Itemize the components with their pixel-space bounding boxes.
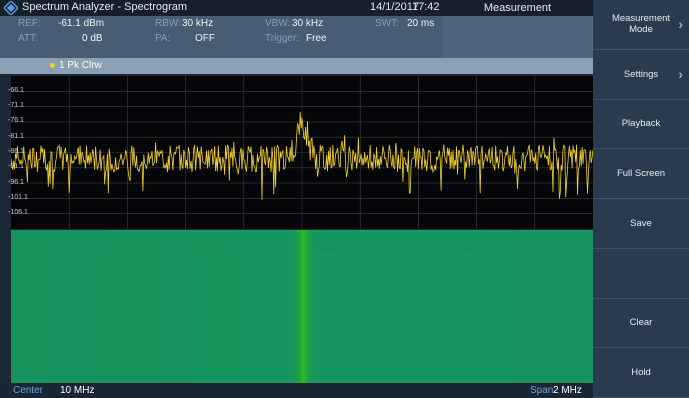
trigger-value[interactable]: Free bbox=[306, 33, 327, 44]
swt-value[interactable]: 20 ms bbox=[407, 18, 435, 29]
y-tick-label: -76.1 bbox=[8, 117, 24, 125]
rs-logo-icon bbox=[4, 1, 18, 15]
date-readout: 14/1/2017 bbox=[370, 1, 419, 13]
span-value[interactable]: 2 MHz bbox=[553, 385, 582, 396]
spectrum-plot[interactable] bbox=[11, 76, 593, 229]
ref-label: REF: bbox=[18, 18, 41, 29]
vbw-label: VBW: bbox=[265, 18, 291, 29]
time-readout: 17:42 bbox=[412, 1, 440, 13]
rbw-label: RBW: bbox=[155, 18, 181, 29]
mode-title: Measurement bbox=[483, 2, 552, 14]
main-area: Spectrum Analyzer - Spectrogram 14/1/201… bbox=[0, 0, 593, 398]
spectrogram-waterfall[interactable] bbox=[11, 230, 593, 383]
softkey-hold[interactable]: Hold bbox=[593, 348, 689, 398]
softkey-label: Clear bbox=[629, 317, 653, 329]
ref-value[interactable]: -61.1 dBm bbox=[58, 18, 105, 29]
parameter-panel: REF: -61.1 dBm ATT: 0 dB RBW: 30 kHz PA:… bbox=[0, 16, 593, 58]
swt-label: SWT: bbox=[375, 18, 399, 29]
title-bar: Spectrum Analyzer - Spectrogram 14/1/201… bbox=[0, 0, 593, 16]
trigger-label: Trigger: bbox=[265, 33, 300, 44]
softkey-label: Hold bbox=[631, 367, 651, 379]
softkey-save[interactable]: Save bbox=[593, 199, 689, 249]
softkey-playback[interactable]: Playback bbox=[593, 100, 689, 150]
app-title: Spectrum Analyzer - Spectrogram bbox=[22, 1, 188, 13]
pa-value[interactable]: OFF bbox=[195, 33, 215, 44]
chevron-right-icon: › bbox=[678, 16, 683, 33]
waterfall-texture bbox=[11, 230, 593, 383]
trace-label[interactable]: 1 Pk Clrw bbox=[59, 60, 102, 71]
span-label: Span bbox=[530, 385, 554, 396]
softkey-label: Save bbox=[630, 217, 652, 229]
y-axis-labels: -66.1 -71.1 -76.1 -81.1 -86.1 -91.1 -96.1 -101.… bbox=[0, 76, 40, 229]
y-tick-label: -71.1 bbox=[8, 102, 24, 110]
center-value[interactable]: 10 MHz bbox=[60, 385, 95, 396]
rbw-value[interactable]: 30 kHz bbox=[182, 18, 214, 29]
y-tick-label: -106.1 bbox=[8, 209, 28, 217]
parameter-panel-blank bbox=[442, 16, 593, 58]
status-bar: Center 10 MHz Span 2 MHz bbox=[0, 383, 593, 398]
center-label: Center bbox=[13, 385, 44, 396]
trace-bar: 1 Pk Clrw bbox=[0, 58, 593, 74]
vbw-value[interactable]: 30 kHz bbox=[292, 18, 324, 29]
y-tick-label: -91.1 bbox=[8, 163, 24, 171]
softkey-label: Settings bbox=[623, 68, 659, 80]
y-tick-label: -81.1 bbox=[8, 132, 24, 140]
softkey-label: Measurement Mode bbox=[611, 13, 671, 36]
softkey-measurement-mode[interactable]: Measurement Mode › bbox=[593, 0, 689, 50]
softkey-full-screen[interactable]: Full Screen bbox=[593, 149, 689, 199]
chevron-right-icon: › bbox=[678, 66, 683, 83]
y-tick-label: -101.1 bbox=[8, 193, 28, 201]
trace-line bbox=[11, 112, 593, 200]
y-tick-label: -66.1 bbox=[8, 86, 24, 94]
softkey-sidebar: Measurement Mode › Settings › Playback Full S… bbox=[593, 0, 689, 398]
y-tick-label: -86.1 bbox=[8, 148, 24, 155]
y-tick-label: -96.1 bbox=[8, 178, 24, 186]
att-label: ATT: bbox=[18, 33, 38, 44]
softkey-blank-5[interactable] bbox=[593, 249, 689, 299]
pa-label: PA: bbox=[155, 33, 171, 44]
softkey-label: Playback bbox=[621, 118, 661, 130]
att-value[interactable]: 0 dB bbox=[82, 33, 103, 44]
softkey-settings[interactable]: Settings › bbox=[593, 50, 689, 100]
softkey-label: Full Screen bbox=[616, 168, 666, 180]
trace-color-dot-icon bbox=[50, 63, 55, 68]
softkey-clear[interactable]: Clear bbox=[593, 299, 689, 349]
